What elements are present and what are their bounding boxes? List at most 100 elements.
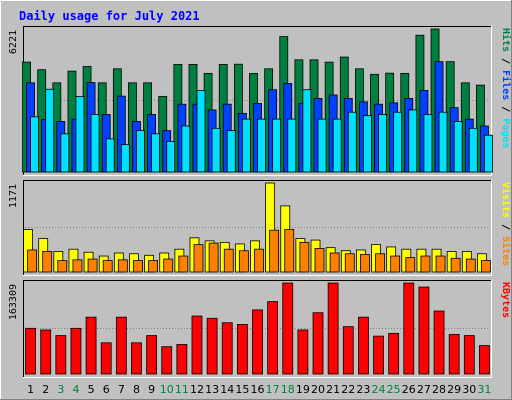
panel-legend: Hits / Files / Pages (500, 28, 512, 148)
bar-kbytes-day-5 (85, 316, 97, 375)
bar-sites-day-2 (42, 251, 53, 273)
bar-pages-day-21 (332, 118, 342, 173)
bar-sites-day-28 (435, 255, 446, 273)
legend-separator: / (500, 52, 511, 70)
x-tick-label-day-4: 4 (72, 383, 79, 396)
bar-sites-day-22 (344, 253, 355, 273)
bar-kbytes-day-1 (25, 327, 36, 375)
panel-legend: KBytes (500, 282, 511, 318)
bar-sites-day-31 (481, 260, 491, 273)
bar-pages-day-12 (196, 89, 206, 173)
bar-sites-day-3 (57, 260, 68, 273)
x-tick-label-day-10: 10 (160, 383, 174, 396)
bar-kbytes-day-27 (418, 286, 430, 375)
bar-pages-day-19 (302, 89, 312, 173)
bar-pages-day-17 (272, 118, 282, 173)
bar-pages-day-8 (136, 130, 145, 173)
bar-kbytes-day-12 (191, 315, 203, 375)
bar-pages-day-10 (166, 141, 176, 173)
bar-kbytes-day-26 (403, 282, 415, 375)
x-tick-label-day-16: 16 (251, 383, 265, 396)
bar-pages-day-24 (378, 114, 387, 173)
bar-pages-day-15 (241, 118, 251, 173)
panel-kbytes: 163309 KBytes (8, 280, 511, 378)
bar-sites-day-18 (284, 229, 295, 273)
bar-pages-day-20 (317, 118, 327, 173)
x-tick-label-day-12: 12 (190, 383, 204, 396)
bar-pages-day-6 (105, 138, 115, 173)
x-tick-label-day-22: 22 (341, 383, 355, 396)
bar-kbytes-day-2 (40, 329, 52, 375)
legend-hits: Hits (500, 28, 512, 52)
bar-pages-day-2 (45, 88, 55, 173)
bar-pages-day-26 (408, 109, 418, 173)
bar-pages-day-1 (30, 116, 39, 173)
x-tick-label-day-6: 6 (103, 383, 110, 396)
bar-sites-day-30 (465, 258, 476, 273)
bar-pages-day-7 (120, 144, 130, 173)
x-tick-label-day-18: 18 (281, 383, 295, 396)
bar-pages-day-31 (484, 134, 493, 173)
bar-sites-day-25 (390, 255, 401, 273)
bar-kbytes-day-24 (373, 335, 384, 375)
x-tick-label-day-21: 21 (326, 383, 340, 396)
bar-pages-day-16 (257, 118, 266, 173)
bar-sites-day-4 (72, 259, 83, 273)
bar-kbytes-day-4 (70, 327, 82, 375)
x-tick-label-day-19: 19 (296, 383, 310, 396)
bar-sites-day-11 (178, 255, 189, 273)
x-tick-label-day-11: 11 (175, 383, 189, 396)
bar-pages-day-22 (347, 111, 357, 173)
x-tick-label-day-7: 7 (118, 383, 125, 396)
x-tick-label-day-14: 14 (220, 383, 234, 396)
bar-sites-day-20 (314, 248, 325, 273)
bar-kbytes-day-21 (327, 282, 339, 375)
y-max-label: 1171 (8, 184, 19, 208)
x-tick-label-day-30: 30 (462, 383, 476, 396)
x-tick-label-day-23: 23 (356, 383, 370, 396)
x-tick-label-day-17: 17 (266, 383, 280, 396)
x-tick-label-day-20: 20 (311, 383, 325, 396)
legend-separator: / (500, 100, 511, 118)
bar-pages-day-3 (60, 133, 70, 173)
bar-kbytes-day-19 (297, 329, 309, 375)
bar-kbytes-day-25 (388, 332, 400, 375)
x-tick-label-day-25: 25 (387, 383, 401, 396)
x-tick-label-day-29: 29 (447, 383, 461, 396)
legend-separator: / (500, 218, 511, 236)
bar-pages-day-23 (363, 115, 372, 173)
bar-sites-day-26 (405, 257, 416, 273)
legend-visits: Visits (500, 182, 512, 218)
bar-sites-day-23 (360, 254, 370, 273)
bar-kbytes-day-15 (236, 324, 248, 375)
bar-kbytes-day-8 (131, 342, 142, 375)
bar-kbytes-day-6 (100, 342, 112, 375)
legend-pages: Pages (500, 118, 511, 148)
bar-sites-day-15 (238, 250, 249, 273)
bar-pages-day-14 (226, 130, 236, 173)
bar-sites-day-14 (223, 248, 234, 273)
bar-kbytes-day-14 (221, 322, 233, 375)
bar-sites-day-6 (102, 260, 113, 273)
x-tick-label-day-15: 15 (235, 383, 249, 396)
bar-sites-day-1 (27, 249, 37, 273)
bar-kbytes-day-18 (282, 282, 294, 375)
bar-pages-day-4 (75, 96, 85, 173)
bar-kbytes-day-7 (115, 316, 127, 375)
bar-kbytes-day-13 (206, 317, 218, 375)
bar-sites-day-12 (193, 244, 204, 273)
x-tick-label-day-26: 26 (402, 383, 416, 396)
bar-sites-day-10 (163, 258, 174, 273)
legend-kbytes: KBytes (500, 282, 511, 318)
x-tick-label-day-24: 24 (372, 383, 386, 396)
bar-pages-day-9 (151, 133, 160, 173)
bar-sites-day-16 (254, 248, 264, 273)
panel-legend: Visits / Sites (500, 182, 512, 266)
bar-pages-day-18 (287, 118, 297, 173)
bar-kbytes-day-23 (358, 316, 369, 375)
bar-kbytes-day-16 (252, 309, 263, 375)
bar-kbytes-day-28 (433, 310, 445, 375)
bar-pages-day-29 (453, 121, 463, 173)
